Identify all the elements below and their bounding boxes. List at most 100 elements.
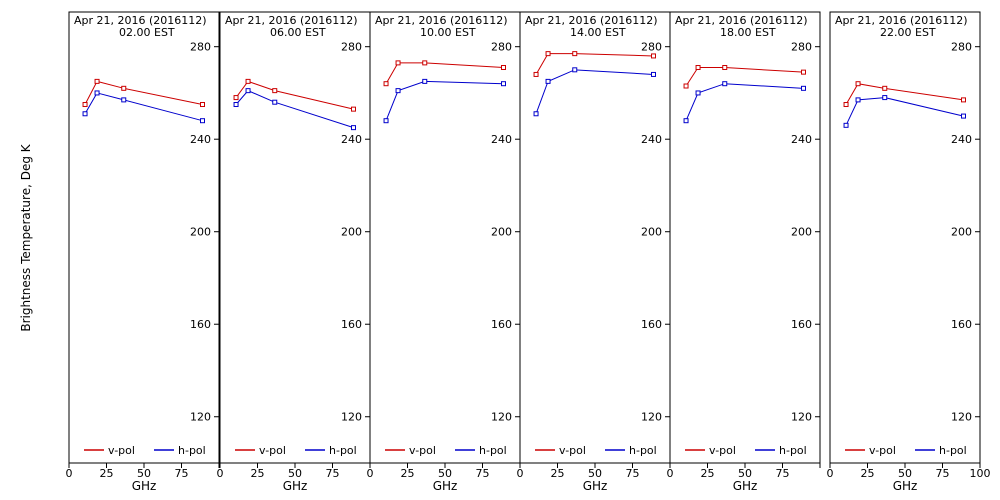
- panel-title: Apr 21, 2016 (2016112): [675, 14, 808, 27]
- x-tick-label: 0: [517, 467, 524, 480]
- x-tick-label: 50: [738, 467, 752, 480]
- y-tick-label: 160: [791, 318, 812, 331]
- x-tick-label: 50: [588, 467, 602, 480]
- panel-title: Apr 21, 2016 (2016112): [225, 14, 358, 27]
- hpol-point: [200, 118, 205, 124]
- vpol-point: [422, 60, 428, 66]
- panel-subtitle: 18.00 EST: [720, 26, 776, 39]
- panel-title: Apr 21, 2016 (2016112): [835, 14, 968, 27]
- vpol-point: [722, 65, 728, 71]
- vpol-point: [200, 102, 205, 108]
- vpol-point: [855, 81, 861, 87]
- hpol-point: [545, 78, 551, 84]
- y-tick-label: 280: [641, 41, 662, 54]
- hpol-point: [245, 88, 251, 94]
- y-tick-label: 200: [341, 226, 362, 239]
- legend-label: v-pol: [108, 444, 135, 457]
- x-tick-label: 0: [66, 467, 73, 480]
- x-tick-label: 50: [137, 467, 151, 480]
- x-tick-label: 50: [288, 467, 302, 480]
- x-tick-label: 100: [970, 467, 991, 480]
- x-tick-label: 0: [667, 467, 674, 480]
- panel-subtitle: 14.00 EST: [570, 26, 626, 39]
- vpol-point: [383, 81, 389, 87]
- hpol-point: [422, 78, 428, 84]
- hpol-point: [395, 88, 401, 94]
- x-axis-label: GHz: [283, 479, 308, 493]
- hpol-point: [695, 90, 701, 96]
- panel-title: Apr 21, 2016 (2016112): [525, 14, 658, 27]
- vpol-point: [233, 95, 239, 101]
- y-tick-label: 120: [491, 411, 512, 424]
- panel-subtitle: 10.00 EST: [420, 26, 476, 39]
- hpol-point: [882, 95, 888, 101]
- panel-1: Apr 21, 2016 (2016112)02.00 EST 120 160 200…: [66, 11, 220, 493]
- panel-subtitle: 22.00 EST: [880, 26, 936, 39]
- hpol-point: [961, 113, 966, 119]
- panel-3: Apr 21, 2016 (2016112)10.00 EST 120 160 200…: [367, 11, 521, 493]
- hpol-point: [683, 118, 689, 124]
- x-tick-label: 75: [175, 467, 189, 480]
- y-tick-label: 280: [791, 41, 812, 54]
- x-axis-label: GHz: [132, 479, 157, 493]
- y-tick-label: 160: [190, 318, 211, 331]
- x-tick-label: 25: [401, 467, 415, 480]
- legend-label: h-pol: [329, 444, 357, 457]
- vpol-point: [961, 97, 966, 103]
- x-tick-label: 75: [476, 467, 490, 480]
- y-tick-label: 200: [791, 226, 812, 239]
- x-tick-label: 75: [776, 467, 790, 480]
- hpol-line: [84, 92, 203, 122]
- y-tick-label: 120: [341, 411, 362, 424]
- vpol-point: [501, 65, 506, 71]
- vpol-point: [695, 65, 701, 71]
- vpol-point: [82, 102, 88, 108]
- vpol-line: [845, 83, 964, 105]
- y-tick-label: 200: [951, 226, 972, 239]
- vpol-point: [94, 78, 100, 84]
- hpol-point: [855, 97, 861, 103]
- panel-2: Apr 21, 2016 (2016112)06.00 EST 120 160 200…: [217, 11, 371, 493]
- y-tick-label: 160: [341, 318, 362, 331]
- x-axis-label: GHz: [893, 479, 918, 493]
- hpol-point: [233, 102, 239, 108]
- x-tick-label: 75: [936, 467, 950, 480]
- y-tick-label: 120: [951, 411, 972, 424]
- panels: Apr 21, 2016 (2016112)02.00 EST120160200…: [66, 11, 991, 493]
- y-tick-label: 120: [641, 411, 662, 424]
- y-tick-label: 200: [190, 226, 211, 239]
- panel-4: Apr 21, 2016 (2016112)14.00 EST 120 160 200…: [517, 11, 671, 493]
- hpol-point: [651, 71, 656, 77]
- hpol-point: [94, 90, 100, 96]
- y-tick-label: 200: [641, 226, 662, 239]
- panel-subtitle: 02.00 EST: [119, 26, 175, 39]
- hpol-line: [845, 97, 964, 126]
- vpol-point: [843, 102, 849, 108]
- hpol-point: [843, 122, 849, 128]
- hpol-point: [533, 111, 539, 117]
- y-tick-label: 240: [190, 133, 211, 146]
- vpol-line: [535, 53, 654, 75]
- y-tick-label: 280: [951, 41, 972, 54]
- x-tick-label: 25: [251, 467, 265, 480]
- vpol-point: [533, 71, 539, 77]
- hpol-point: [383, 118, 389, 124]
- hpol-point: [272, 99, 278, 105]
- vpol-point: [351, 106, 356, 112]
- vpol-point: [272, 88, 278, 94]
- panel-title: Apr 21, 2016 (2016112): [74, 14, 207, 27]
- hpol-point: [801, 85, 806, 91]
- y-tick-label: 280: [341, 41, 362, 54]
- x-tick-label: 25: [551, 467, 565, 480]
- hpol-point: [572, 67, 578, 73]
- vpol-line: [385, 62, 504, 84]
- y-tick-label: 280: [491, 41, 512, 54]
- vpol-point: [395, 60, 401, 66]
- y-tick-label: 240: [641, 133, 662, 146]
- hpol-point: [82, 111, 88, 117]
- legend-label: v-pol: [869, 444, 896, 457]
- panel-5: Apr 21, 2016 (2016112)18.00 EST 120 160 200…: [667, 11, 821, 493]
- hpol-line: [385, 80, 504, 121]
- vpol-point: [683, 83, 689, 89]
